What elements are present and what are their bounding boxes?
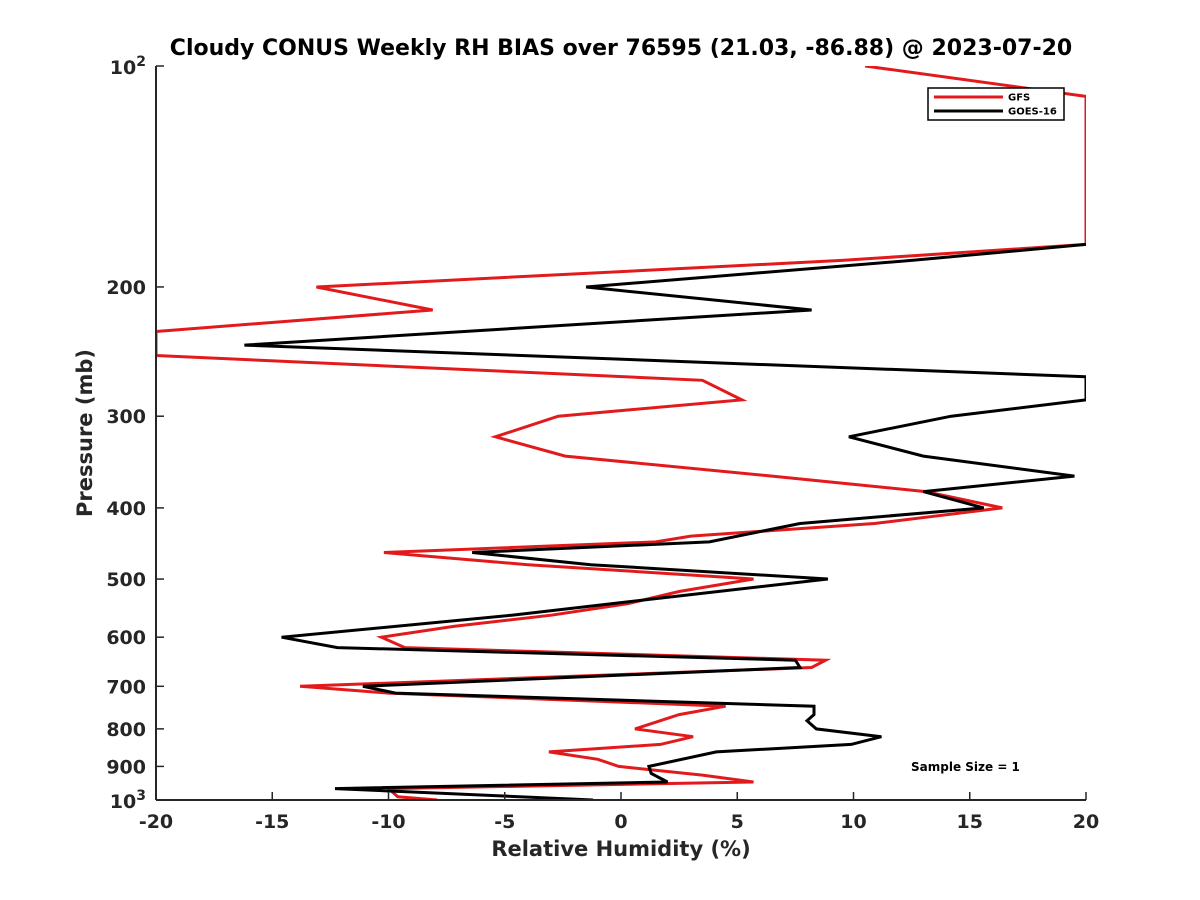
- y-tick-label: 500: [106, 569, 146, 591]
- x-tick-label: 15: [957, 811, 983, 833]
- y-axis-ticks: 200 300 400 500 600 700 800 900 102 103: [106, 54, 164, 813]
- y-axis-label: Pressure (mb): [73, 349, 97, 517]
- series-line-goes-16: [244, 242, 1086, 800]
- x-tick-label: -5: [494, 811, 515, 833]
- x-axis-label: Relative Humidity (%): [491, 837, 750, 861]
- series-layer: [156, 66, 1086, 800]
- x-tick-label: 0: [614, 811, 627, 833]
- y-tick-label: 800: [106, 719, 146, 741]
- y-tick-label: 300: [106, 406, 146, 428]
- legend-label-gfs: GFS: [1008, 93, 1030, 104]
- sample-size-note: Sample Size = 1: [911, 760, 1020, 774]
- x-axis-ticks: -20 -15 -10 -5 0 5 10 15 20: [139, 792, 1099, 833]
- legend-box: [927, 87, 1065, 121]
- x-tick-label: 20: [1073, 811, 1099, 833]
- x-tick-label: -20: [139, 811, 173, 833]
- y-tick-label-exponent: 102: [110, 54, 146, 79]
- chart-title: Cloudy CONUS Weekly RH BIAS over 76595 (…: [170, 36, 1072, 61]
- x-tick-label: 10: [840, 811, 866, 833]
- y-tick-label: 900: [106, 756, 146, 778]
- y-tick-label: 600: [106, 627, 146, 649]
- y-tick-label: 400: [106, 498, 146, 520]
- y-tick-label-exponent: 103: [110, 788, 146, 813]
- series-line-gfs: [156, 66, 1086, 800]
- legend-label-goes16: GOES-16: [1008, 107, 1057, 118]
- y-tick-label: 700: [106, 676, 146, 698]
- x-tick-label: -10: [371, 811, 405, 833]
- plot-area: [156, 66, 1086, 800]
- x-tick-label: -15: [255, 811, 289, 833]
- y-tick-label: 200: [106, 277, 146, 299]
- legend: GFS GOES-16: [927, 87, 1065, 121]
- x-tick-label: 5: [731, 811, 744, 833]
